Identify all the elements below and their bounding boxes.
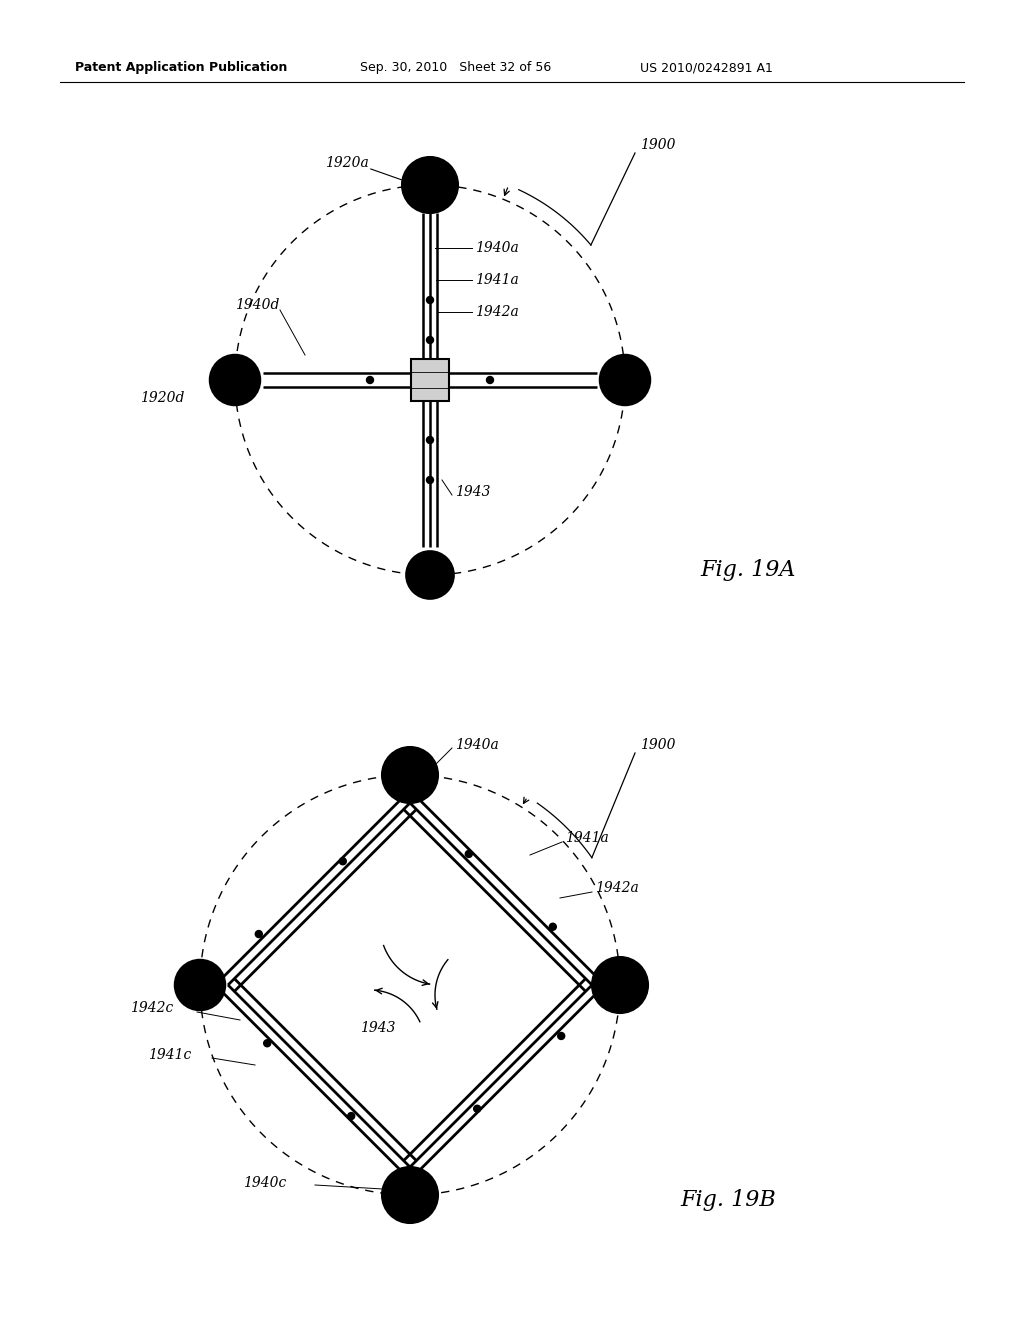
Text: 1940a: 1940a (475, 242, 519, 255)
Circle shape (465, 850, 472, 858)
Circle shape (264, 1040, 270, 1047)
Text: 1900: 1900 (640, 139, 676, 152)
Circle shape (175, 960, 225, 1010)
Circle shape (427, 337, 433, 343)
Circle shape (558, 1032, 564, 1039)
Circle shape (382, 1167, 438, 1224)
Text: Fig. 19A: Fig. 19A (700, 558, 796, 581)
Circle shape (486, 376, 494, 384)
Circle shape (339, 858, 346, 865)
Text: 1941c: 1941c (148, 1048, 191, 1063)
Text: Patent Application Publication: Patent Application Publication (75, 62, 288, 74)
Circle shape (549, 923, 556, 931)
Circle shape (255, 931, 262, 937)
Circle shape (210, 355, 260, 405)
Circle shape (427, 477, 433, 483)
Text: 1920a: 1920a (325, 156, 369, 170)
Text: 1943: 1943 (360, 1020, 395, 1035)
Circle shape (474, 1105, 480, 1113)
Circle shape (600, 355, 650, 405)
Text: 1943: 1943 (455, 484, 490, 499)
Text: 1920d: 1920d (140, 391, 184, 405)
Circle shape (407, 552, 454, 599)
Text: 1940c: 1940c (243, 1176, 287, 1191)
Bar (411, 359, 449, 401)
Circle shape (427, 437, 433, 444)
Text: 1940a: 1940a (455, 738, 499, 752)
Text: US 2010/0242891 A1: US 2010/0242891 A1 (640, 62, 773, 74)
Circle shape (382, 747, 438, 803)
Text: 1941a: 1941a (565, 832, 608, 845)
Text: 1941a: 1941a (475, 273, 519, 286)
Circle shape (348, 1113, 354, 1119)
Text: 1942a: 1942a (475, 305, 519, 319)
Text: 1942a: 1942a (595, 880, 639, 895)
Text: 1900: 1900 (640, 738, 676, 752)
Text: 1940d: 1940d (234, 298, 280, 312)
Circle shape (427, 297, 433, 304)
Circle shape (402, 157, 458, 213)
Text: Fig. 19B: Fig. 19B (680, 1189, 776, 1210)
Circle shape (592, 957, 648, 1012)
Text: 1942c: 1942c (130, 1001, 173, 1015)
Text: Sep. 30, 2010   Sheet 32 of 56: Sep. 30, 2010 Sheet 32 of 56 (360, 62, 551, 74)
Circle shape (367, 376, 374, 384)
